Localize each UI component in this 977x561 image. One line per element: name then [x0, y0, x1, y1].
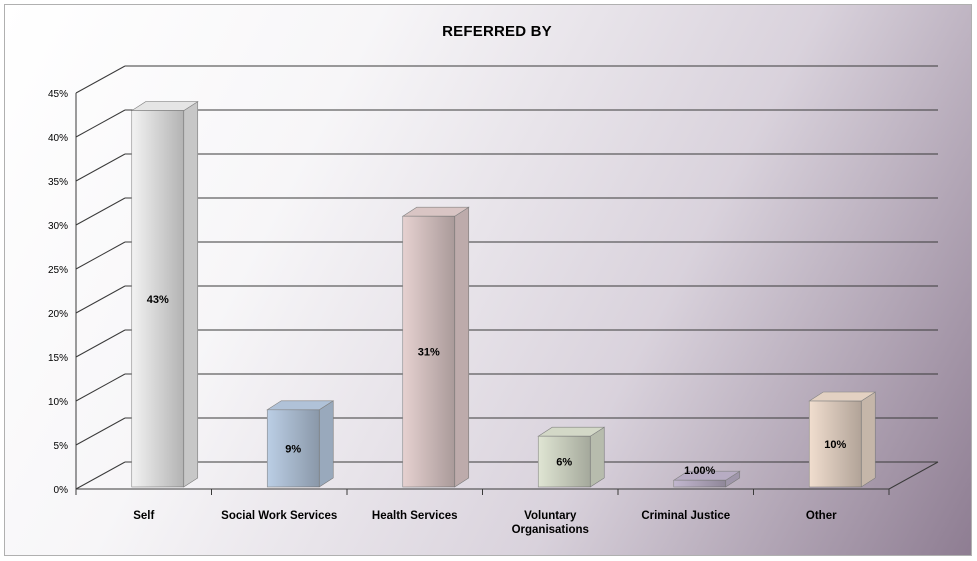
gridline: [75, 417, 938, 446]
data-label: 31%: [418, 347, 440, 359]
gridline: [75, 109, 938, 138]
data-label: 9%: [285, 443, 301, 455]
gridline: [75, 65, 938, 94]
y-tick-label: 15%: [48, 353, 68, 364]
y-tick-label: 45%: [48, 89, 68, 100]
category-label: Other: [806, 510, 837, 522]
y-tick-label: 5%: [54, 441, 69, 452]
category-label: Voluntary Organisations: [512, 510, 589, 536]
gridline: [75, 153, 938, 182]
data-label: 43%: [147, 294, 169, 306]
gridline: [75, 329, 938, 358]
bar-chart: REFERRED BY 0% 5% 10% 15% 20% 25% 30% 35% 40% 45%…: [48, 23, 939, 536]
bar: [130, 101, 199, 488]
gridline: [75, 285, 938, 314]
y-tick-label: 20%: [48, 309, 68, 320]
gridline: [75, 373, 938, 402]
bar: [266, 400, 335, 488]
bar-layer: [130, 101, 877, 488]
bar: [808, 391, 877, 488]
category-label: Health Services: [372, 510, 458, 522]
y-tick-label: 40%: [48, 133, 68, 144]
chart-frame: REFERRED BY 0% 5% 10% 15% 20% 25% 30% 35% 40% 45%…: [4, 4, 972, 556]
gridline: [75, 461, 938, 490]
bar: [401, 206, 470, 488]
y-tick-label: 35%: [48, 177, 68, 188]
data-label: 6%: [556, 457, 572, 469]
grid-layer: [75, 65, 938, 490]
y-tick-label: 25%: [48, 265, 68, 276]
bar: [672, 470, 741, 488]
y-tick-label: 30%: [48, 221, 68, 232]
category-label: Criminal Justice: [641, 510, 730, 522]
gridline: [75, 241, 938, 270]
data-label: 10%: [824, 439, 846, 451]
data-label: 1.00%: [684, 465, 715, 477]
floor-edge-line: [888, 461, 939, 490]
chart-title: REFERRED BY: [442, 23, 552, 40]
y-tick-label: 0%: [54, 485, 69, 496]
label-layer: 43% Self 9% Social Work Services 31% Health S…: [133, 294, 846, 536]
bar: [537, 426, 606, 488]
category-label: Self: [133, 510, 154, 522]
gridline: [75, 197, 938, 226]
category-label: Social Work Services: [221, 510, 337, 522]
axis-layer: 0% 5% 10% 15% 20% 25% 30% 35% 40% 45%: [48, 89, 939, 496]
y-tick-label: 10%: [48, 397, 68, 408]
